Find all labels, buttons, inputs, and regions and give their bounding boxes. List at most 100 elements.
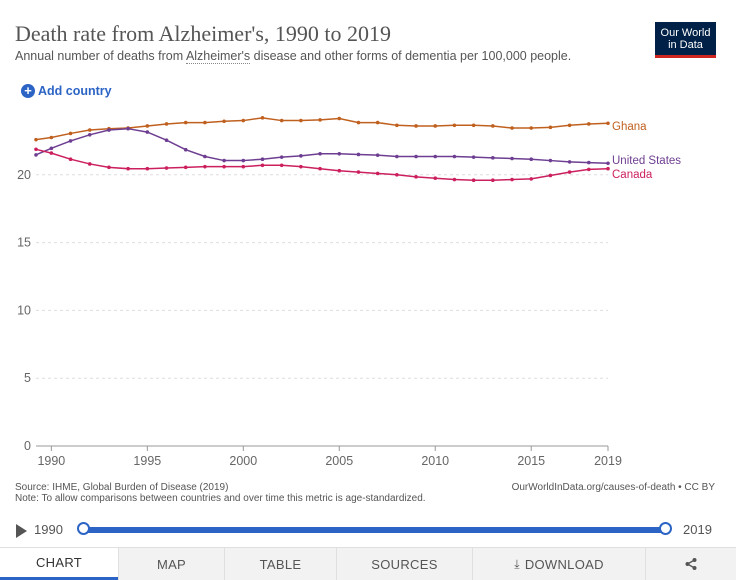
data-point	[356, 120, 361, 125]
data-point	[452, 154, 457, 159]
timeline-track[interactable]	[83, 527, 666, 533]
data-point	[567, 170, 572, 174]
data-point	[548, 125, 553, 130]
data-point	[107, 128, 111, 132]
timeline-slider: 1990 2019	[0, 515, 736, 545]
data-point	[164, 122, 169, 126]
x-tick-label: 2000	[229, 454, 257, 468]
data-point	[279, 118, 284, 123]
data-point	[587, 160, 591, 165]
data-point	[337, 168, 342, 173]
play-icon[interactable]	[16, 524, 27, 538]
data-point	[414, 175, 418, 179]
series-label: United States	[612, 155, 681, 167]
tab-share[interactable]	[645, 548, 736, 580]
data-point	[567, 160, 572, 164]
data-point	[107, 165, 111, 170]
x-tick-label: 2019	[594, 454, 622, 468]
data-point	[433, 124, 438, 128]
data-point	[260, 116, 265, 120]
data-point	[337, 151, 342, 156]
add-country-label: Add country	[38, 84, 112, 98]
data-point	[279, 155, 284, 159]
page-title: Death rate from Alzheimer's, 1990 to 201…	[15, 21, 392, 46]
x-tick-label: 1995	[133, 454, 161, 468]
data-point	[68, 131, 73, 136]
data-point	[241, 158, 246, 163]
data-point	[337, 116, 342, 121]
line-chart: 0 5 10 15 20 1990 1995 2000 2005 2010 2015 2019 Ghan…	[17, 116, 681, 468]
data-point	[260, 163, 265, 168]
data-point	[241, 164, 246, 169]
data-point	[126, 166, 130, 171]
data-point	[87, 132, 92, 137]
y-tick-label: 15	[17, 236, 31, 250]
data-point	[567, 123, 572, 128]
data-point	[241, 118, 246, 123]
data-point	[299, 154, 303, 158]
add-country-button[interactable]: + Add country	[21, 84, 112, 98]
data-point	[433, 176, 438, 180]
data-point	[87, 162, 92, 166]
tab-map[interactable]: MAP	[118, 548, 224, 580]
data-point	[375, 153, 380, 157]
data-point	[414, 124, 418, 128]
series-line	[35, 127, 609, 165]
source-url-link[interactable]: OurWorldInData.org/causes-of-death • CC …	[511, 482, 715, 493]
data-point	[452, 123, 457, 128]
data-point	[471, 155, 476, 159]
owid-logo[interactable]: Our World in Data	[655, 22, 716, 58]
x-tick-label: 2015	[517, 454, 545, 468]
logo-line1: Our World	[660, 26, 711, 39]
data-point	[356, 170, 361, 174]
data-point	[299, 118, 303, 123]
data-point	[260, 157, 265, 162]
data-point	[395, 154, 399, 159]
data-point	[375, 120, 380, 125]
subtitle-term-link[interactable]: Alzheimer's	[185, 49, 251, 64]
data-point	[471, 178, 476, 183]
data-point	[49, 151, 54, 155]
data-point	[510, 126, 514, 130]
data-point	[606, 166, 610, 171]
series-label: Ghana	[612, 121, 647, 133]
data-point	[414, 154, 418, 159]
chart-tabs: CHART MAP TABLE SOURCES ⤓ DOWNLOAD	[0, 547, 736, 580]
data-point	[318, 151, 322, 156]
x-tick-label: 2010	[421, 454, 449, 468]
timeline-end-handle[interactable]	[659, 522, 672, 535]
data-point	[375, 171, 380, 176]
tab-download[interactable]: ⤓ DOWNLOAD	[472, 548, 645, 580]
data-point	[548, 158, 553, 163]
tab-chart[interactable]: CHART	[0, 548, 118, 580]
data-point	[318, 166, 322, 171]
data-point	[356, 152, 361, 157]
data-point	[471, 123, 476, 128]
tab-download-label: DOWNLOAD	[524, 556, 604, 572]
data-point	[395, 123, 399, 128]
share-icon	[685, 558, 697, 570]
data-point	[318, 118, 322, 122]
data-point	[548, 173, 553, 178]
data-point	[87, 128, 92, 132]
download-icon: ⤓	[514, 556, 520, 571]
plus-circle-icon: +	[21, 84, 35, 98]
tab-table[interactable]: TABLE	[224, 548, 336, 580]
data-point	[203, 120, 207, 125]
chart-source: Source: IHME, Global Burden of Disease (…	[15, 482, 426, 504]
source-line: Source: IHME, Global Burden of Disease (…	[15, 482, 229, 493]
data-point	[587, 122, 591, 126]
data-point	[145, 124, 150, 128]
timeline-start-handle[interactable]	[77, 522, 90, 535]
x-tick-label: 2005	[325, 454, 353, 468]
data-point	[606, 121, 610, 126]
timeline-start-year: 1990	[34, 522, 63, 537]
data-point	[529, 157, 534, 162]
tab-sources[interactable]: SOURCES	[336, 548, 472, 580]
subtitle-text-before: Annual number of deaths from	[15, 49, 186, 63]
data-point	[433, 154, 438, 159]
data-point	[529, 177, 534, 181]
data-point	[491, 178, 495, 183]
y-tick-label: 10	[17, 303, 31, 317]
data-point	[222, 164, 226, 169]
